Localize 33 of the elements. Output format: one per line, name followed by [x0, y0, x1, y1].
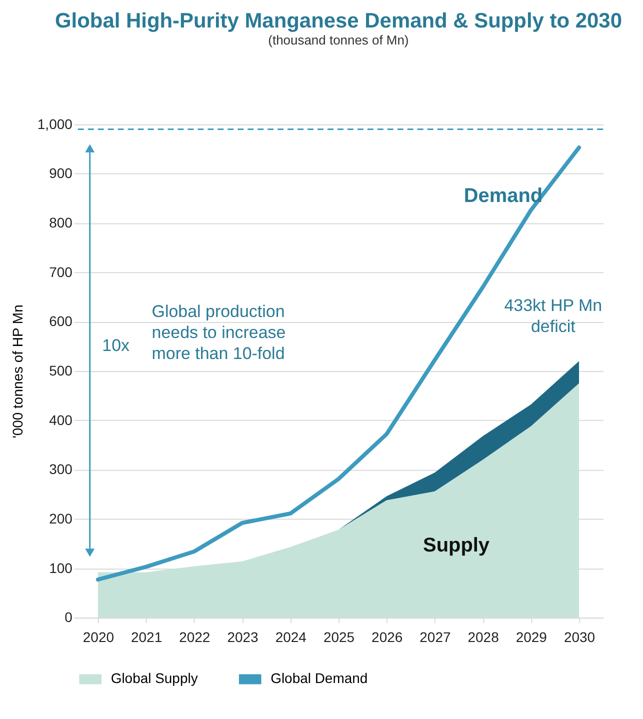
annotation: Supply: [423, 534, 490, 557]
y-tick-label: 400: [49, 412, 73, 428]
chart-title: Global High-Purity Manganese Demand & Supply to 2030: [54, 10, 622, 33]
y-tick-label: 900: [49, 165, 73, 182]
legend-label: Global Supply: [110, 670, 198, 686]
y-axis-title: '000 tonnes of HP Mn: [9, 304, 26, 438]
annotation: 433kt HP Mn deficit: [504, 296, 602, 336]
annotation: Global production needs to increase more than 10-fold: [152, 302, 286, 363]
x-tick-label: 2029: [516, 629, 548, 646]
x-tick-label: 2027: [420, 629, 451, 646]
y-tick-label: 800: [49, 214, 73, 230]
annotation: Demand: [464, 185, 543, 208]
x-tick-label: 2025: [323, 629, 355, 646]
y-tick-label: 200: [49, 510, 73, 526]
x-tick-label: 2021: [131, 629, 162, 646]
y-tick-label: 1,000: [37, 116, 73, 132]
x-tick-label: 2030: [564, 629, 596, 646]
x-tick-label: 2023: [227, 629, 259, 646]
annotation: 10x: [102, 336, 130, 356]
x-tick-label: 2022: [179, 629, 210, 646]
y-tick-label: 600: [49, 313, 73, 330]
line-series: [96, 146, 582, 582]
y-tick-label: 700: [49, 264, 73, 280]
chart-subtitle: (thousand tonnes of Mn): [268, 32, 409, 48]
y-tick-label: 300: [49, 461, 73, 478]
x-tick-label: 2024: [275, 629, 307, 646]
x-tick-label: 2028: [468, 629, 500, 646]
x-tick-label: 2020: [82, 629, 114, 646]
x-tick-label: 2026: [372, 629, 403, 646]
y-tick-label: 100: [49, 560, 73, 576]
y-tick-label: 0: [64, 609, 73, 626]
legend-label: Global Demand: [270, 670, 368, 686]
y-tick-label: 500: [49, 362, 73, 378]
